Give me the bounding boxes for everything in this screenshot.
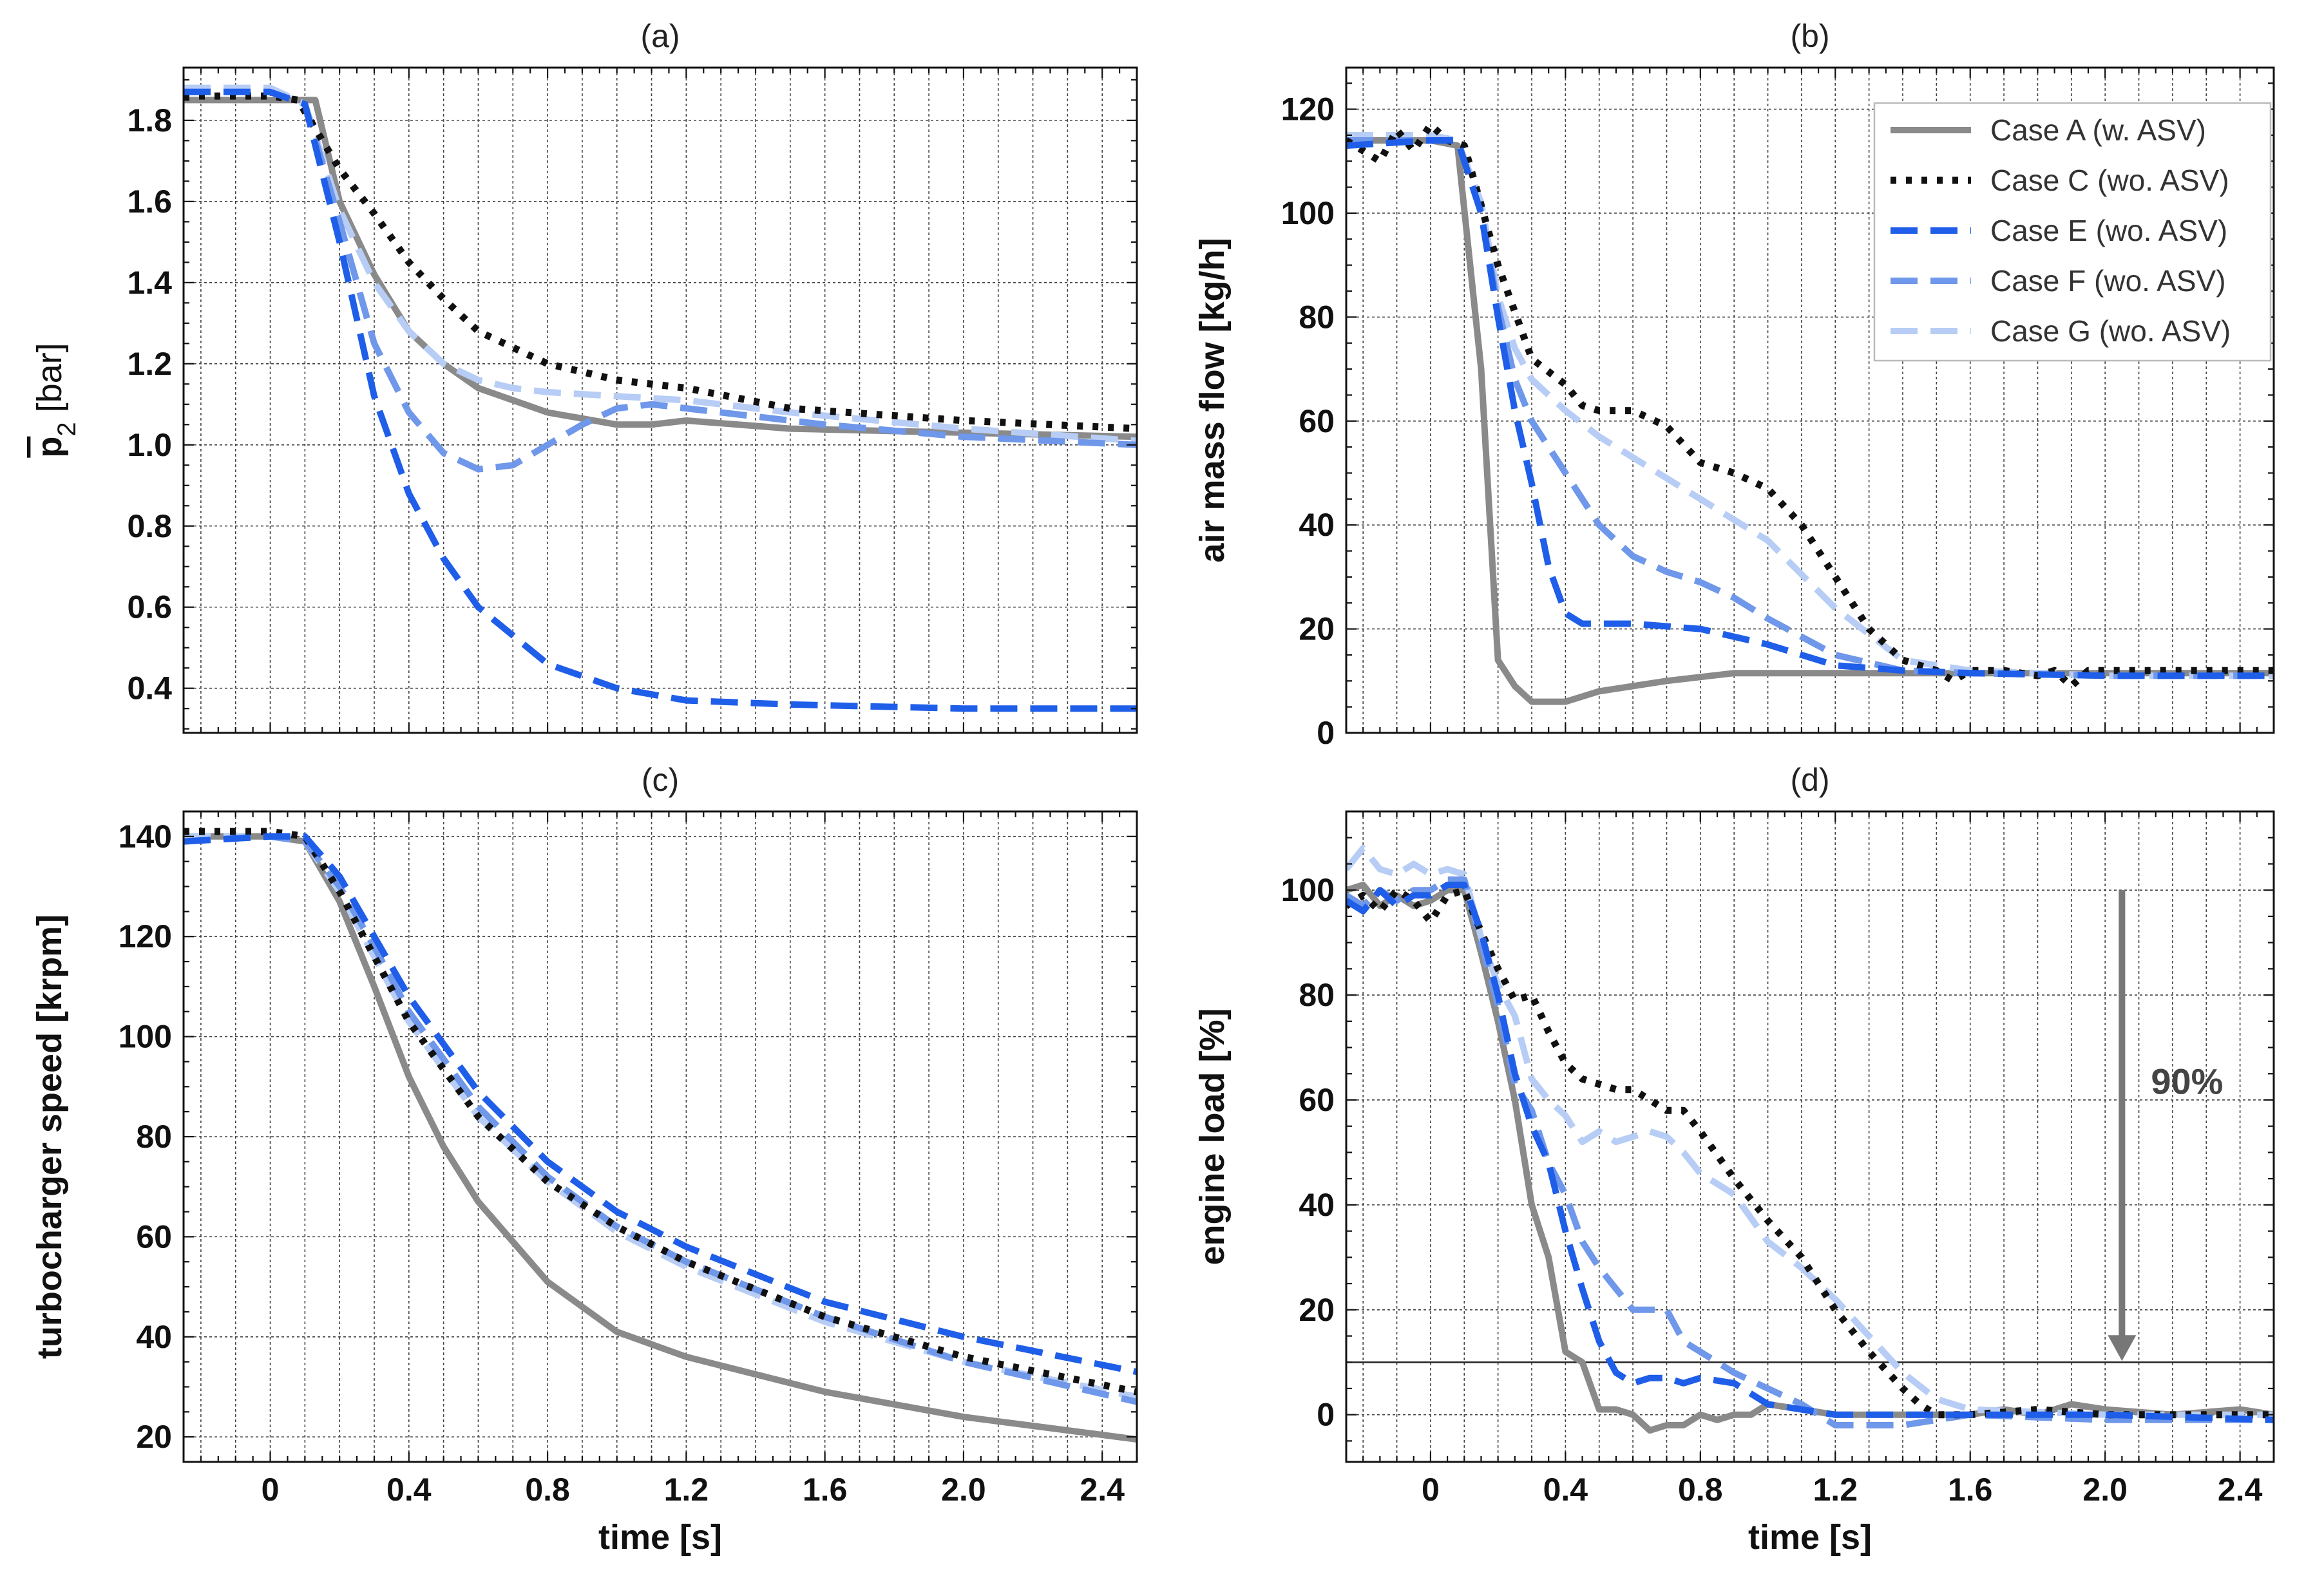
y-axis-label: turbocharger speed [krpm] — [30, 914, 69, 1359]
panel-a: 0.4 0.6 0.8 1.0 1.2 1.4 1.6 1.8 (a) p2 [bar] — [30, 18, 1138, 734]
axes-frame — [1345, 66, 2275, 734]
y-tick-label: 20 — [136, 1419, 172, 1455]
series-line-case-a — [184, 97, 1137, 441]
axes-frame — [182, 66, 1138, 734]
panel-d: 0 20 40 60 80 100 0 0.4 0.8 1.2 1.6 2.0 2.4 (d) time [… — [1193, 762, 2275, 1557]
grid — [1346, 811, 2274, 1462]
series-line-case-a — [1346, 137, 2274, 705]
y-tick-label: 1.2 — [127, 346, 172, 382]
y-tick-label: 60 — [136, 1218, 172, 1255]
panel-title: (b) — [1790, 18, 1829, 54]
series-line-case-e — [1346, 882, 2274, 1423]
y-tick-label: 1.0 — [127, 427, 172, 463]
y-tick-label: 140 — [119, 819, 172, 855]
legend-label-case-e: Case E (wo. ASV) — [1990, 214, 2227, 247]
series-group — [184, 84, 1137, 712]
legend-label-case-c: Case C (wo. ASV) — [1990, 164, 2229, 197]
legend-label-case-g: Case G (wo. ASV) — [1990, 314, 2231, 348]
series-line-case-g — [1346, 845, 2274, 1418]
series-line-case-c — [1346, 886, 2274, 1419]
x-tick-label: 0.4 — [386, 1472, 432, 1508]
y-tick-label: 0 — [1317, 1397, 1335, 1433]
panel-title: (a) — [640, 18, 680, 54]
series-group — [1346, 121, 2274, 705]
series-group — [184, 828, 1137, 1443]
grid — [184, 68, 1138, 733]
y-tick-label: 0 — [1317, 715, 1335, 751]
series-line-case-c — [184, 828, 1137, 1396]
y-axis-label-unit: [bar] — [30, 343, 69, 422]
x-tick-label: 0.8 — [525, 1472, 570, 1508]
y-tick-label: 1.6 — [127, 184, 172, 220]
tick-marks — [1345, 68, 2275, 734]
y-tick-label: 80 — [136, 1119, 172, 1155]
panel-title: (d) — [1790, 762, 1829, 798]
legend-label-case-f: Case F (wo. ASV) — [1990, 264, 2226, 298]
x-tick-label: 2.0 — [941, 1472, 986, 1508]
panel-c: 20 40 60 80 100 120 140 0 0.4 0.8 1.2 1.6 2.0 2.4 (c) t… — [30, 762, 1138, 1557]
y-tick-label: 120 — [1281, 91, 1335, 128]
y-axis-label: air mass flow [kg/h] — [1193, 238, 1232, 562]
legend-label-case-a: Case A (w. ASV) — [1990, 113, 2206, 147]
y-tick-label: 0.4 — [127, 670, 172, 706]
annotation-arrow-head — [2108, 1335, 2137, 1361]
y-tick-label: 80 — [1299, 299, 1335, 335]
y-tick-label: 120 — [119, 918, 172, 954]
series-line-case-f — [1346, 876, 2274, 1428]
series-line-case-a — [184, 833, 1137, 1443]
series-group — [1346, 845, 2274, 1434]
y-tick-label: 100 — [1281, 872, 1335, 908]
y-tick-label: 100 — [119, 1019, 172, 1055]
x-tick-label: 0.8 — [1678, 1472, 1723, 1508]
series-line-case-e — [184, 833, 1137, 1376]
series-line-case-g — [1346, 131, 2274, 679]
x-axis-label: time [s] — [598, 1518, 722, 1557]
x-tick-label: 2.4 — [1080, 1472, 1125, 1508]
series-line-case-e — [1346, 137, 2274, 679]
annotation-label: 90% — [2151, 1061, 2223, 1102]
y-axis-label-subscript: 2 — [53, 422, 81, 436]
y-tick-label: 40 — [136, 1319, 172, 1355]
y-axis-label: p2 [bar] — [30, 343, 81, 457]
panel-b: 0 20 40 60 80 100 120 (b) air mass flow [kg/h] Ca… — [1193, 18, 2275, 751]
series-line-case-f — [184, 88, 1137, 473]
y-tick-label: 80 — [1299, 977, 1335, 1013]
panel-title: (c) — [642, 762, 679, 798]
y-axis-label-symbol: p — [30, 437, 69, 458]
tick-marks — [1345, 810, 2275, 1462]
y-tick-label: 40 — [1299, 507, 1335, 543]
legend: Case A (w. ASV) Case C (wo. ASV) Case E (w… — [1873, 102, 2272, 362]
y-tick-label: 40 — [1299, 1187, 1335, 1223]
x-tick-label: 1.2 — [1813, 1472, 1858, 1508]
y-tick-label: 60 — [1299, 403, 1335, 439]
series-line-case-f — [1346, 137, 2274, 679]
y-tick-label: 1.4 — [127, 265, 172, 301]
x-tick-label: 0 — [1422, 1472, 1440, 1508]
y-tick-label: 20 — [1299, 611, 1335, 647]
y-tick-label: 20 — [1299, 1292, 1335, 1328]
y-tick-label: 0.8 — [127, 508, 172, 544]
x-tick-label: 1.6 — [803, 1472, 848, 1508]
y-tick-label: 100 — [1281, 195, 1335, 231]
series-line-case-f — [184, 833, 1137, 1405]
series-line-case-e — [184, 88, 1137, 712]
y-tick-label: 0.6 — [127, 589, 172, 625]
y-tick-label: 1.8 — [127, 102, 172, 138]
tick-marks — [182, 810, 1138, 1463]
y-tick-label: 60 — [1299, 1082, 1335, 1118]
x-tick-label: 1.6 — [1948, 1472, 1993, 1508]
x-tick-label: 2.4 — [2218, 1472, 2263, 1508]
x-tick-label: 1.2 — [664, 1472, 709, 1508]
x-axis-label: time [s] — [1748, 1518, 1872, 1557]
series-line-case-g — [184, 833, 1137, 1400]
series-line-case-c — [1346, 121, 2274, 690]
y-axis-label: engine load [%] — [1193, 1008, 1232, 1265]
x-tick-label: 0 — [262, 1472, 280, 1508]
tick-marks — [182, 68, 1138, 733]
axes-frame — [1345, 810, 2275, 1463]
x-tick-label: 0.4 — [1543, 1472, 1588, 1508]
x-tick-label: 2.0 — [2082, 1472, 2128, 1508]
grid — [184, 811, 1138, 1462]
